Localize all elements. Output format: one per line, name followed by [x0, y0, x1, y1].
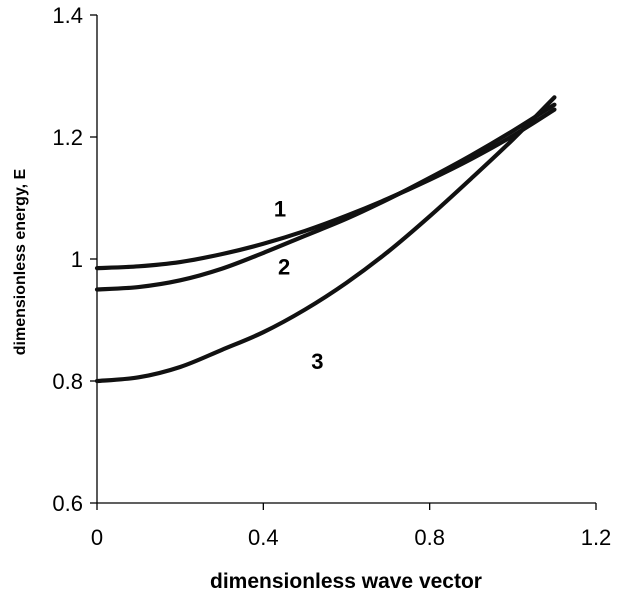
y-axis-ticks: 0.6 0.8 1 1.2 1.4 [52, 3, 97, 516]
x-axis-ticks: 0 0.4 0.8 1.2 [91, 503, 611, 550]
plot-area: 0.6 0.8 1 1.2 1.4 0 0.4 0.8 1.2 1 2 3 [52, 3, 611, 550]
x-axis-title: dimensionless wave vector [210, 570, 482, 593]
y-tick-label: 1 [71, 247, 83, 272]
series-2-line [94, 102, 557, 292]
series-2-label: 2 [278, 254, 290, 279]
series-group [94, 95, 557, 384]
y-axis-title: dimensionless energy, E [12, 168, 29, 355]
x-tick-label: 0.4 [248, 525, 279, 550]
series-3-line [94, 95, 557, 384]
x-tick-label: 1.2 [581, 525, 612, 550]
series-labels: 1 2 3 [274, 196, 324, 373]
series-1-label: 1 [274, 196, 286, 221]
y-tick-label: 0.8 [52, 369, 83, 394]
series-1-line [94, 107, 557, 271]
y-tick-label: 0.6 [52, 491, 83, 516]
x-tick-label: 0 [91, 525, 103, 550]
y-tick-label: 1.4 [52, 3, 83, 28]
y-tick-label: 1.2 [52, 125, 83, 150]
x-tick-label: 0.8 [414, 525, 445, 550]
series-3-label: 3 [311, 349, 323, 374]
